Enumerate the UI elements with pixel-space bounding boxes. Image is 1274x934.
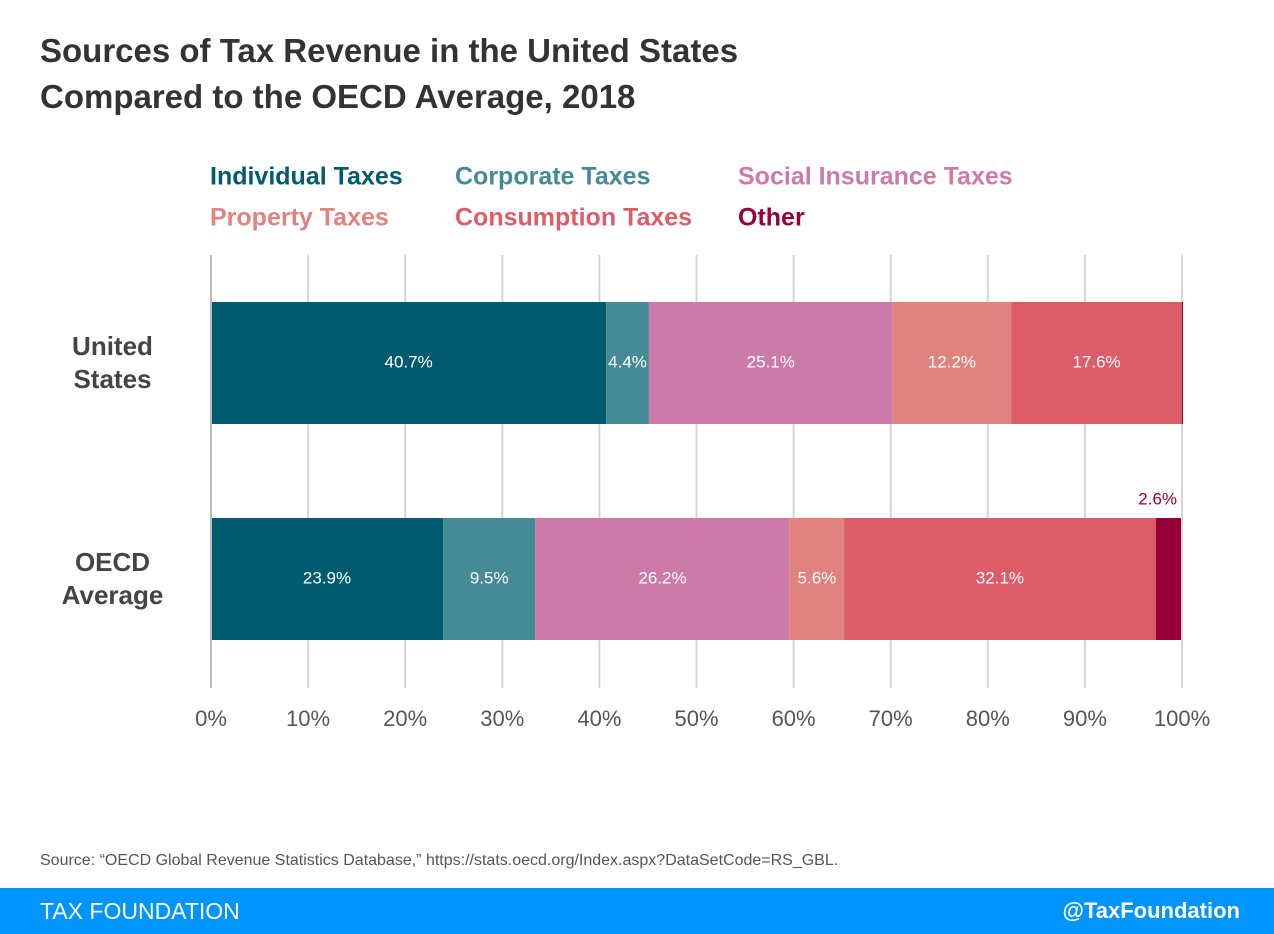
bar-segment [1155,518,1182,640]
value-label: 40.7% [384,352,432,371]
x-tick-label: 90% [1063,706,1107,731]
legend-entry: Social Insurance Taxes [738,163,1013,191]
value-label: 25.1% [747,352,795,371]
value-label: 12.2% [928,352,976,371]
legend-entry: Corporate Taxes [455,163,650,191]
legend-entry: Consumption Taxes [455,204,692,232]
legend-entry: Individual Taxes [210,163,403,191]
category-label: OECD Average [61,547,164,610]
footer: TAX FOUNDATION @TaxFoundation [0,888,1274,934]
bar-segment [443,518,536,640]
bar-segment [1011,302,1182,424]
value-label: 5.6% [798,568,837,587]
x-tick-label: 80% [966,706,1010,731]
bar-segment [535,518,790,640]
value-label: 23.9% [303,568,351,587]
bar-segment [606,302,649,424]
chart-title: Sources of Tax Revenue in the United Sta… [40,32,739,115]
bar-segment [892,302,1012,424]
x-tick-label: 40% [577,706,621,731]
value-label: 32.1% [976,568,1024,587]
x-tick-label: 10% [286,706,330,731]
bar-segment [844,518,1156,640]
legend-entry: Property Taxes [210,204,389,232]
footer-handle: @TaxFoundation [1062,898,1240,923]
x-tick-label: 100% [1154,706,1210,731]
bar-segment [789,518,845,640]
x-tick-label: 50% [674,706,718,731]
value-label: 17.6% [1072,352,1120,371]
bar-segment [211,302,607,424]
bar-segment [648,302,893,424]
x-tick-label: 0% [195,706,227,731]
x-tick-label: 20% [383,706,427,731]
value-label: 2.6% [1138,489,1177,508]
footer-brand: TAX FOUNDATION [40,898,240,924]
source-note: Source: “OECD Global Revenue Statistics … [40,852,839,869]
legend-entry: Other [738,204,805,232]
x-tick-label: 60% [772,706,816,731]
value-label: 9.5% [470,568,509,587]
x-tick-label: 30% [480,706,524,731]
bar-segment [1182,302,1183,424]
value-label: 4.4% [608,352,647,371]
category-label: United States [72,331,153,394]
x-tick-label: 70% [869,706,913,731]
bar-segment [211,518,444,640]
value-label: 26.2% [638,568,686,587]
